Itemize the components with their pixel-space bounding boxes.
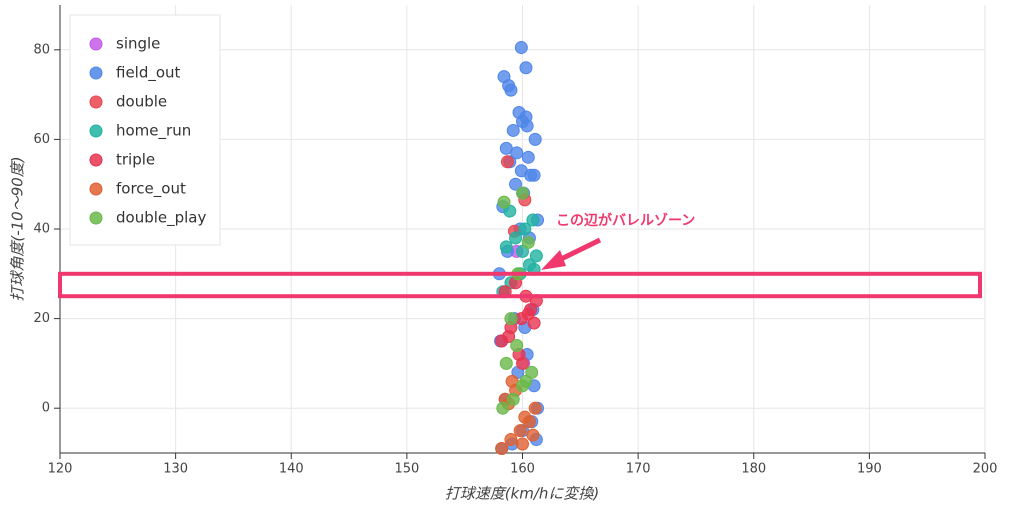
point (516, 186, 529, 200)
point (495, 442, 509, 456)
point (497, 195, 511, 209)
point (520, 119, 534, 133)
x-tick-label: 130 (163, 462, 188, 477)
point (521, 307, 535, 321)
point (516, 437, 529, 451)
point (504, 312, 518, 326)
point (518, 222, 532, 236)
point (497, 70, 511, 84)
legend-marker (89, 153, 103, 167)
x-tick-label: 160 (510, 462, 535, 477)
x-tick-label: 140 (279, 462, 304, 477)
x-tick-label: 190 (857, 462, 882, 477)
point (499, 356, 513, 370)
legend-label: single (116, 35, 160, 53)
x-tick-label: 170 (626, 462, 651, 477)
point (499, 240, 513, 254)
point (502, 330, 516, 344)
y-tick-label: 80 (33, 42, 50, 57)
point (504, 433, 518, 447)
y-tick-label: 60 (33, 132, 50, 147)
point (528, 132, 542, 146)
arrow-head (541, 250, 566, 270)
point (500, 155, 514, 169)
legend-marker (89, 182, 103, 196)
x-axis-label: 打球速度(km/hに変換) (445, 485, 600, 503)
legend-marker (89, 211, 103, 225)
legend-marker (89, 124, 103, 138)
annotation: この辺がバレルゾーン (556, 212, 695, 229)
point (526, 428, 540, 442)
y-tick-label: 0 (42, 401, 50, 416)
x-tick-label: 120 (48, 462, 73, 477)
point (521, 150, 535, 164)
point (514, 41, 528, 55)
legend-marker (89, 37, 103, 51)
legend-marker (89, 66, 103, 80)
point (506, 392, 520, 406)
point (519, 374, 533, 388)
barrel-zone (58, 271, 982, 299)
point (506, 123, 520, 137)
point (529, 249, 543, 263)
point (509, 177, 523, 191)
point (510, 338, 524, 352)
point (504, 83, 518, 97)
legend-label: double_play (116, 209, 207, 228)
y-tick-label: 40 (33, 222, 50, 237)
point (510, 146, 524, 160)
x-tick-label: 150 (394, 462, 419, 477)
legend-label: home_run (116, 122, 191, 141)
point (518, 410, 532, 424)
legend-label: force_out (116, 180, 186, 199)
y-axis-label: 打球角度(-10〜90度) (9, 156, 27, 301)
point (513, 424, 527, 438)
point (514, 164, 528, 178)
point (528, 401, 542, 415)
legend-label: field_out (116, 64, 181, 83)
y-tick-label: 20 (33, 311, 50, 326)
x-tick-label: 200 (973, 462, 998, 477)
point (521, 235, 535, 249)
point (509, 231, 523, 245)
legend-label: triple (116, 151, 155, 169)
legend-marker (89, 95, 103, 109)
x-tick-label: 180 (741, 462, 766, 477)
point (527, 168, 541, 182)
point (519, 61, 533, 75)
point (496, 401, 510, 415)
legend-label: double (116, 93, 167, 111)
point (526, 213, 540, 227)
